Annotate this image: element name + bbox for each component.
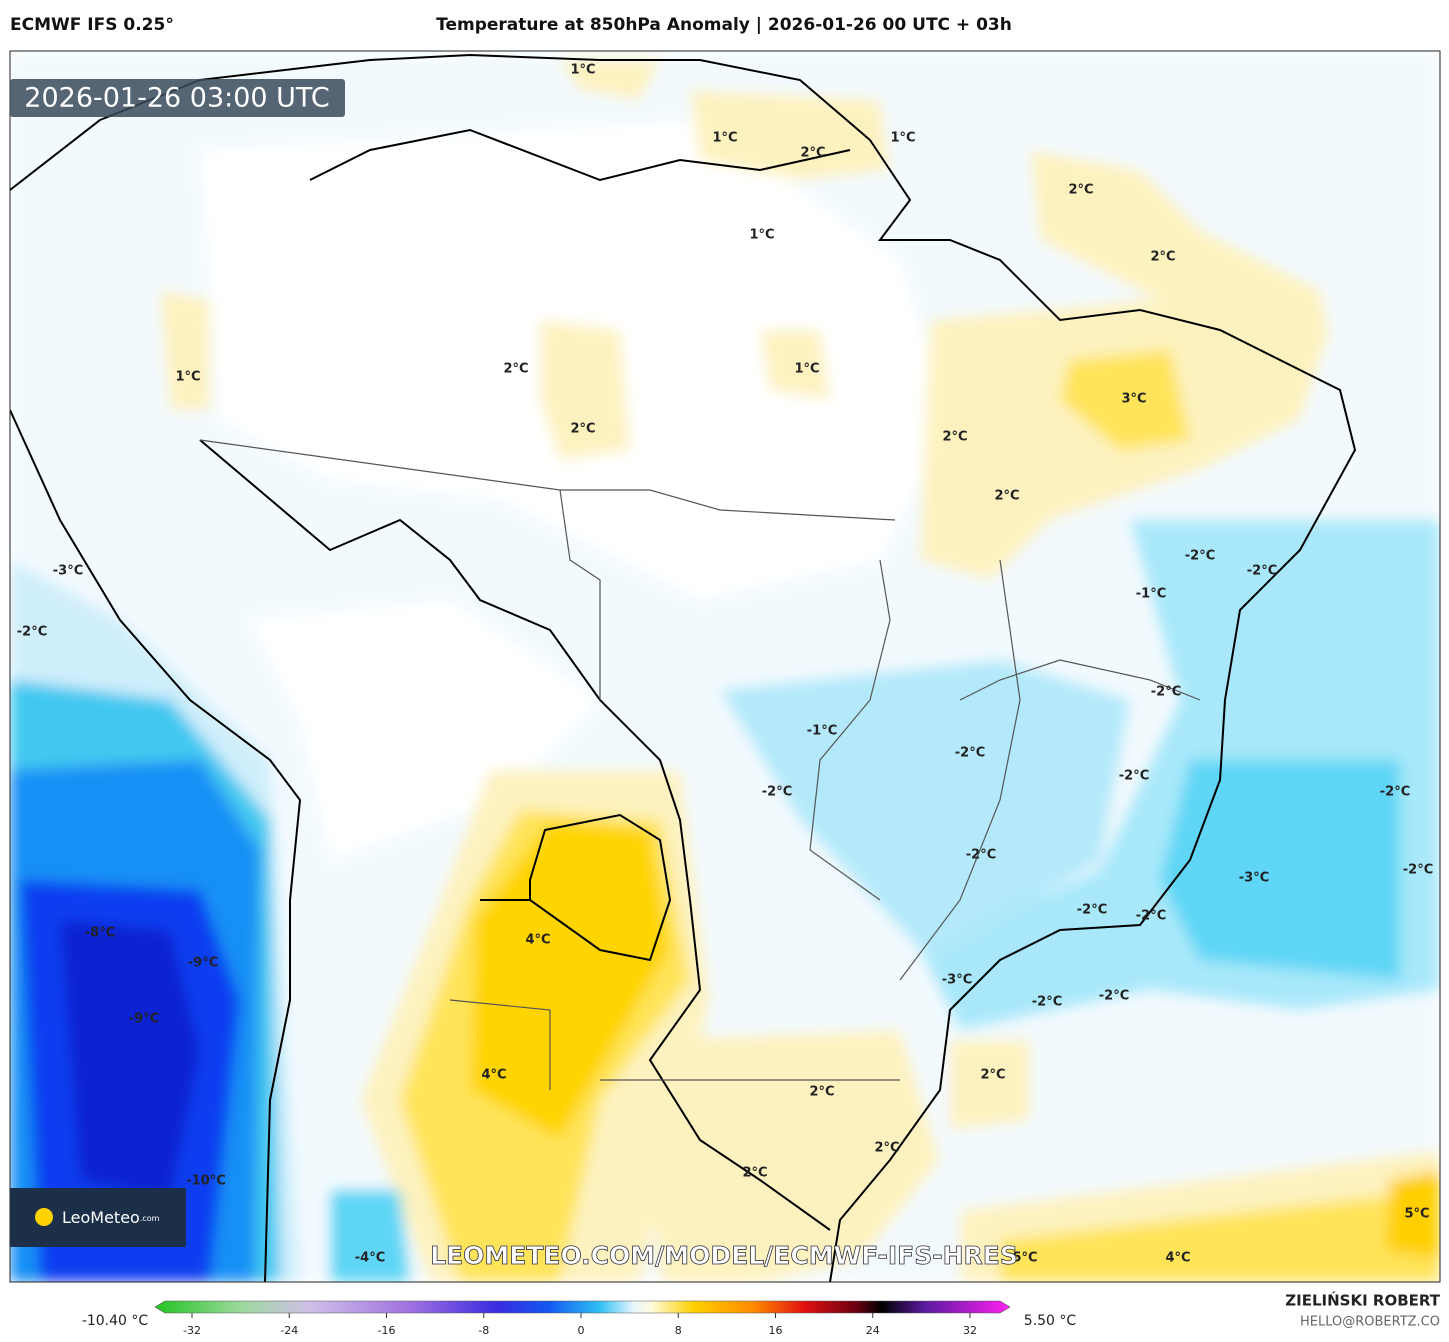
contour-label: 2°C bbox=[809, 1085, 834, 1100]
contour-label: 1°C bbox=[712, 131, 737, 146]
map bbox=[10, 51, 1440, 1282]
logo-sun bbox=[35, 1208, 53, 1226]
colorbar-ticks: -32 -24 -16 -8 0 8 16 24 32 bbox=[183, 1313, 977, 1337]
colorbar-tick-label: 0 bbox=[578, 1324, 585, 1337]
colorbar-max: 5.50 °C bbox=[1024, 1313, 1077, 1329]
logo-name: LeoMeteo bbox=[62, 1208, 140, 1227]
contour-label: -2°C bbox=[1077, 903, 1107, 918]
colorbar-tick-label: -32 bbox=[183, 1324, 201, 1337]
contour-label: 2°C bbox=[1150, 250, 1175, 265]
map-frame bbox=[9, 50, 1441, 1283]
logo-text: LeoMeteo.com bbox=[62, 1208, 160, 1227]
anomaly-fields bbox=[10, 51, 1440, 1282]
contour-label: -2°C bbox=[1119, 769, 1149, 784]
contour-label: 4°C bbox=[1165, 1251, 1190, 1266]
contour-label: 5°C bbox=[1404, 1207, 1429, 1222]
coastline-west bbox=[10, 409, 302, 1282]
watermark: LEOMETEO.COM/MODEL/ECMWF-IFS-HRES bbox=[430, 1241, 1018, 1270]
paraguay-border bbox=[480, 813, 672, 962]
contour-label: 2°C bbox=[1068, 183, 1093, 198]
brazil-border bbox=[199, 128, 851, 1231]
contour-label: -4°C bbox=[355, 1251, 385, 1266]
colorbar-tick-label: 8 bbox=[675, 1324, 682, 1337]
contour-label: -2°C bbox=[762, 785, 792, 800]
colorbar-tick-label: 16 bbox=[769, 1324, 783, 1337]
state-borders bbox=[199, 439, 1201, 1090]
author: ZIELIŃSKI ROBERT bbox=[1285, 1291, 1440, 1310]
email: HELLO@ROBERTZ.CO bbox=[1300, 1315, 1440, 1330]
contour-label: -2°C bbox=[955, 746, 985, 761]
contour-label: -2°C bbox=[1136, 909, 1166, 924]
contour-label: -2°C bbox=[1032, 995, 1062, 1010]
model-name: ECMWF IFS 0.25° bbox=[10, 15, 174, 35]
contour-label: -2°C bbox=[17, 625, 47, 640]
colorbar-tick-label: 32 bbox=[963, 1324, 977, 1337]
contour-label: -9°C bbox=[188, 956, 218, 971]
colorbar bbox=[154, 1300, 1011, 1314]
contour-label: 2°C bbox=[980, 1068, 1005, 1083]
contour-label: -8°C bbox=[85, 926, 115, 941]
contour-label: 1°C bbox=[890, 131, 915, 146]
logo-suffix: .com bbox=[140, 1214, 160, 1223]
contour-label: -2°C bbox=[966, 848, 996, 863]
contour-label: 1°C bbox=[175, 370, 200, 385]
contour-label: -2°C bbox=[1403, 863, 1433, 878]
contour-label: -2°C bbox=[1185, 549, 1215, 564]
colorbar-tick-label: -16 bbox=[378, 1324, 396, 1337]
timestamp-badge bbox=[10, 79, 345, 117]
contour-label: -3°C bbox=[942, 973, 972, 988]
contour-label: -10°C bbox=[186, 1174, 226, 1189]
colorbar-tick-label: 24 bbox=[866, 1324, 880, 1337]
coastline bbox=[10, 53, 1357, 1282]
contour-label: 2°C bbox=[942, 430, 967, 445]
colorbar-tick-label: -24 bbox=[280, 1324, 298, 1337]
contour-label: 2°C bbox=[994, 489, 1019, 504]
contour-label: 2°C bbox=[800, 146, 825, 161]
colorbar-tick-label: -8 bbox=[478, 1324, 489, 1337]
contour-label: -2°C bbox=[1380, 785, 1410, 800]
contour-label: 2°C bbox=[874, 1141, 899, 1156]
contour-label: 2°C bbox=[742, 1166, 767, 1181]
contour-label: -1°C bbox=[807, 724, 837, 739]
map-title: Temperature at 850hPa Anomaly | 2026-01-… bbox=[436, 15, 1012, 35]
contour-label: 1°C bbox=[794, 362, 819, 377]
contour-label: -2°C bbox=[1099, 989, 1129, 1004]
contour-label: 1°C bbox=[570, 63, 595, 78]
colorbar-min: -10.40 °C bbox=[82, 1313, 149, 1329]
contour-label: 4°C bbox=[525, 933, 550, 948]
contour-label: -9°C bbox=[129, 1012, 159, 1027]
contour-label: 5°C bbox=[1012, 1251, 1037, 1266]
contour-label: 1°C bbox=[749, 228, 774, 243]
contour-label: 2°C bbox=[570, 422, 595, 437]
contour-label: -1°C bbox=[1136, 587, 1166, 602]
contour-label: 4°C bbox=[481, 1068, 506, 1083]
contour-label: -3°C bbox=[1239, 871, 1269, 886]
contour-label: -2°C bbox=[1247, 564, 1277, 579]
timestamp: 2026-01-26 03:00 UTC bbox=[24, 83, 329, 114]
contour-label: -2°C bbox=[1151, 685, 1181, 700]
contour-label: 3°C bbox=[1121, 392, 1146, 407]
contour-label: 2°C bbox=[503, 362, 528, 377]
contour-label: -3°C bbox=[53, 564, 83, 579]
contour-labels: 1°C 1°C 2°C 1°C 2°C 1°C 2°C 1°C 2°C 1°C 3°C 2°C 2°C 2… bbox=[17, 63, 1433, 1266]
